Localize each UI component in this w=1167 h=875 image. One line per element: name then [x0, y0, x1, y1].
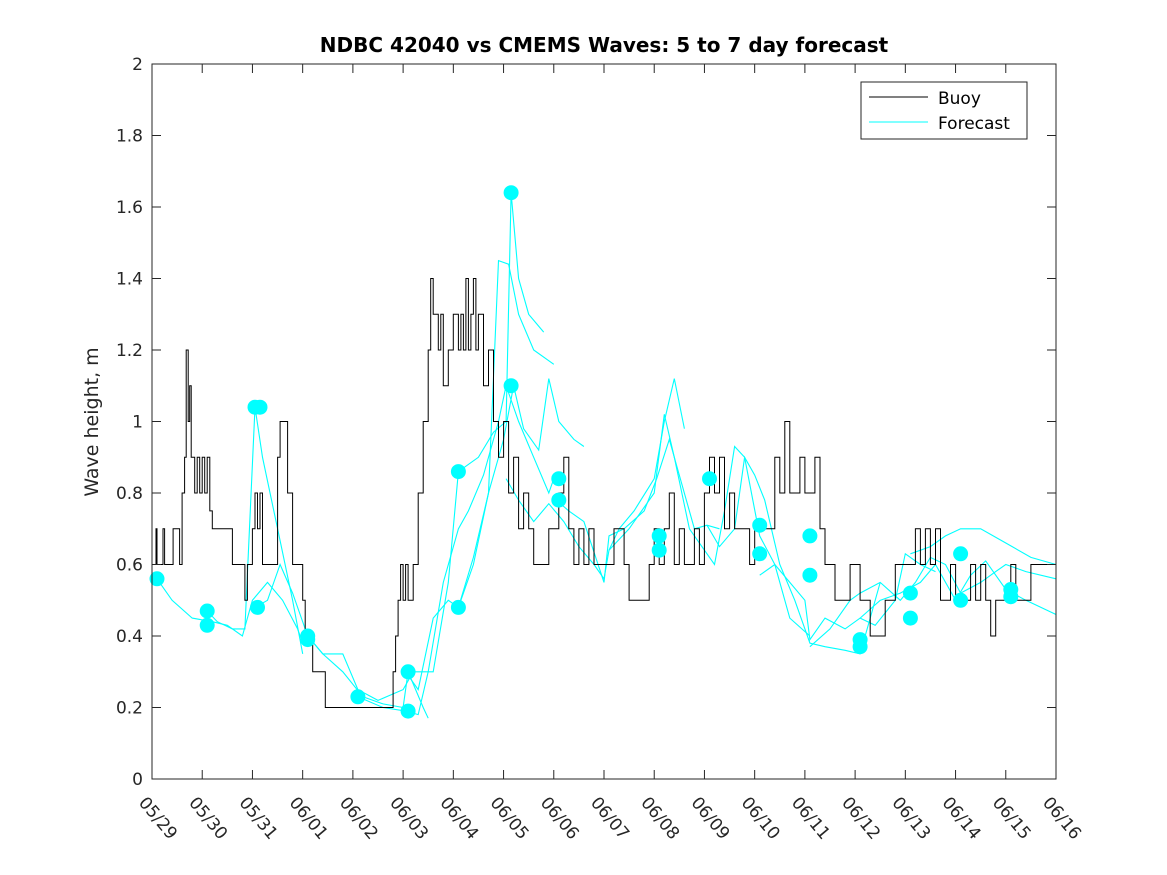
legend: Buoy Forecast	[860, 81, 1028, 140]
forecast-marker	[752, 546, 768, 562]
x-tick-label: 06/13	[888, 793, 935, 843]
legend-box	[860, 81, 1028, 140]
forecast-line	[405, 259, 555, 691]
forecast-marker	[953, 592, 969, 608]
forecast-line	[156, 578, 304, 644]
plot-area	[152, 64, 1056, 779]
forecast-marker	[450, 464, 466, 480]
y-tick-label: 2	[132, 55, 143, 75]
forecast-marker	[802, 567, 818, 583]
y-tick-label: 1	[132, 413, 143, 433]
y-tick-label: 1.2	[116, 341, 143, 361]
forecast-marker	[503, 378, 519, 394]
buoy-series	[152, 278, 1056, 708]
legend-buoy-label: Buoy	[938, 89, 981, 109]
forecast-marker	[551, 471, 567, 487]
forecast-marker	[752, 517, 768, 533]
forecast-line	[307, 192, 545, 702]
x-tick-label: 06/02	[335, 793, 382, 843]
x-tick-label: 06/14	[938, 793, 985, 843]
forecast-line	[608, 414, 811, 637]
y-tick-label: 0.8	[116, 484, 143, 504]
forecast-marker	[400, 664, 416, 680]
x-tick-label: 06/10	[737, 793, 784, 843]
y-axis-label: Wave height, m	[81, 347, 103, 496]
forecast-marker	[902, 610, 918, 626]
legend-forecast-label: Forecast	[938, 114, 1010, 134]
y-tick-label: 0.2	[116, 699, 143, 719]
forecast-marker	[902, 585, 918, 601]
chart-title: NDBC 42040 vs CMEMS Waves: 5 to 7 day fo…	[320, 33, 889, 57]
x-tick-label: 06/04	[436, 793, 483, 843]
forecast-marker	[702, 471, 717, 487]
forecast-marker	[300, 632, 316, 648]
x-tick-label: 06/16	[1038, 793, 1085, 843]
x-tick-label: 06/11	[787, 793, 834, 843]
x-tick-label: 06/03	[385, 793, 432, 843]
forecast-marker	[852, 639, 868, 655]
forecast-marker	[651, 542, 667, 558]
x-tick-label: 06/01	[285, 793, 332, 843]
forecast-marker	[953, 546, 969, 562]
forecast-marker	[1003, 589, 1019, 605]
forecast-markers	[149, 185, 1019, 719]
x-tick-label: 06/06	[536, 793, 583, 843]
forecast-marker	[199, 617, 215, 633]
buoy-line	[152, 278, 1056, 708]
y-tick-label: 1.8	[116, 127, 143, 147]
y-axis: 0 0.2 0.4 0.6 0.8 1 1.2 1.4 1.6 1.8 2	[116, 55, 1056, 790]
forecast-marker	[400, 703, 416, 719]
forecast-line	[910, 528, 1057, 566]
forecast-marker	[350, 689, 366, 705]
x-tick-label: 06/12	[837, 793, 884, 843]
x-tick-label: 06/07	[586, 793, 633, 843]
forecast-marker	[252, 399, 268, 415]
forecast-marker	[199, 603, 215, 619]
forecast-marker	[503, 185, 519, 201]
y-tick-label: 0	[132, 770, 143, 790]
y-tick-label: 1.6	[116, 198, 143, 218]
x-tick-label: 06/15	[988, 793, 1035, 843]
x-tick-label: 05/31	[235, 793, 282, 843]
y-tick-label: 0.4	[116, 627, 143, 647]
y-tick-label: 1.4	[116, 270, 143, 290]
forecast-marker	[802, 528, 818, 544]
forecast-marker	[450, 599, 466, 615]
x-tick-label: 06/05	[486, 793, 533, 843]
forecast-marker	[149, 571, 165, 587]
forecast-line	[457, 378, 585, 608]
x-tick-label: 05/29	[134, 793, 181, 843]
forecast-marker	[551, 492, 567, 508]
y-tick-label: 0.6	[116, 556, 143, 576]
forecast-marker	[250, 599, 265, 615]
x-tick-label: 06/08	[636, 793, 683, 843]
forecast-line	[759, 552, 936, 642]
x-tick-label: 05/30	[184, 793, 231, 843]
forecast-marker	[651, 528, 667, 544]
x-tick-label: 06/09	[687, 793, 734, 843]
